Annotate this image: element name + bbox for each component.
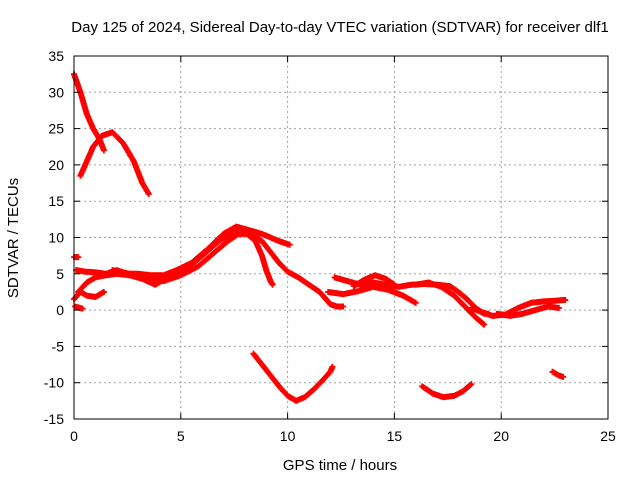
y-tick-label: -5 <box>52 338 65 354</box>
x-tick-label: 5 <box>177 428 185 444</box>
y-tick-label: 20 <box>48 157 64 173</box>
y-tick-label: 15 <box>48 193 64 209</box>
series-arc-2 <box>77 129 152 197</box>
data-point <box>562 296 569 303</box>
y-tick-label: 0 <box>56 302 64 318</box>
data-point <box>286 241 293 248</box>
data-point <box>145 190 152 197</box>
data-point <box>560 373 567 380</box>
data-point <box>391 281 398 288</box>
y-axis-label: SDTVAR / TECUs <box>5 178 22 298</box>
y-tick-label: -15 <box>44 411 64 427</box>
data-point <box>100 147 107 154</box>
x-axis-label: GPS time / hours <box>283 457 397 474</box>
y-tick-label: 10 <box>48 230 64 246</box>
x-tick-label: 25 <box>600 428 616 444</box>
data-point <box>481 321 488 328</box>
data-point <box>75 254 82 261</box>
series-arc-9 <box>250 350 336 404</box>
data-point <box>412 299 419 306</box>
y-tick-label: 25 <box>48 121 64 137</box>
series-arc-15 <box>493 303 562 319</box>
series-arc-11 <box>325 283 419 306</box>
series-arc-12 <box>350 272 398 290</box>
data-point <box>100 288 107 295</box>
x-tick-label: 15 <box>387 428 403 444</box>
data-point <box>467 382 474 389</box>
series-arc-16 <box>419 381 475 401</box>
data-point <box>555 304 562 311</box>
data-point <box>340 303 347 310</box>
y-tick-label: 35 <box>48 48 64 64</box>
series-arc-17 <box>549 368 567 380</box>
data-point <box>329 363 336 370</box>
data-point <box>480 320 487 327</box>
y-tick-label: 30 <box>48 84 64 100</box>
data-point <box>269 281 276 288</box>
axis-ticks: 0 5 10 15 20 25 -15 -10 -5 0 5 10 15 20 25 30 35 <box>44 48 616 444</box>
y-tick-label: 5 <box>56 266 64 282</box>
series-arc-13 <box>412 279 488 328</box>
data-point <box>79 305 86 312</box>
series-arc-8 <box>109 230 276 288</box>
series-arc-7 <box>72 303 86 312</box>
x-tick-label: 0 <box>70 428 78 444</box>
y-tick-label: -10 <box>44 375 64 391</box>
data-points <box>71 71 569 404</box>
chart-title: Day 125 of 2024, Sidereal Day-to-day VTE… <box>71 19 608 36</box>
x-tick-label: 10 <box>280 428 296 444</box>
data-point <box>468 381 475 388</box>
x-tick-label: 20 <box>493 428 509 444</box>
